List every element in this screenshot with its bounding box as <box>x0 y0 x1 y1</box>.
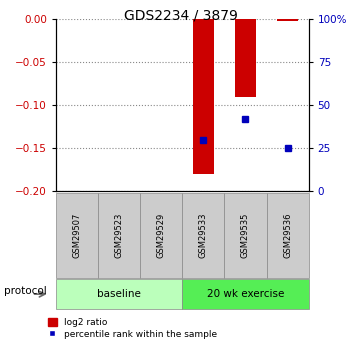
Text: protocol: protocol <box>4 286 46 296</box>
Text: GDS2234 / 3879: GDS2234 / 3879 <box>123 9 238 23</box>
Text: GSM29529: GSM29529 <box>157 213 166 258</box>
Text: GSM29523: GSM29523 <box>115 213 123 258</box>
Text: GSM29536: GSM29536 <box>283 213 292 258</box>
Bar <box>277 19 298 21</box>
Text: baseline: baseline <box>97 289 141 299</box>
Bar <box>193 19 214 174</box>
Text: GSM29533: GSM29533 <box>199 213 208 258</box>
Text: GSM29535: GSM29535 <box>241 213 250 258</box>
Bar <box>235 19 256 97</box>
Text: 20 wk exercise: 20 wk exercise <box>207 289 284 299</box>
Legend: log2 ratio, percentile rank within the sample: log2 ratio, percentile rank within the s… <box>48 318 217 339</box>
Text: GSM29507: GSM29507 <box>73 213 82 258</box>
